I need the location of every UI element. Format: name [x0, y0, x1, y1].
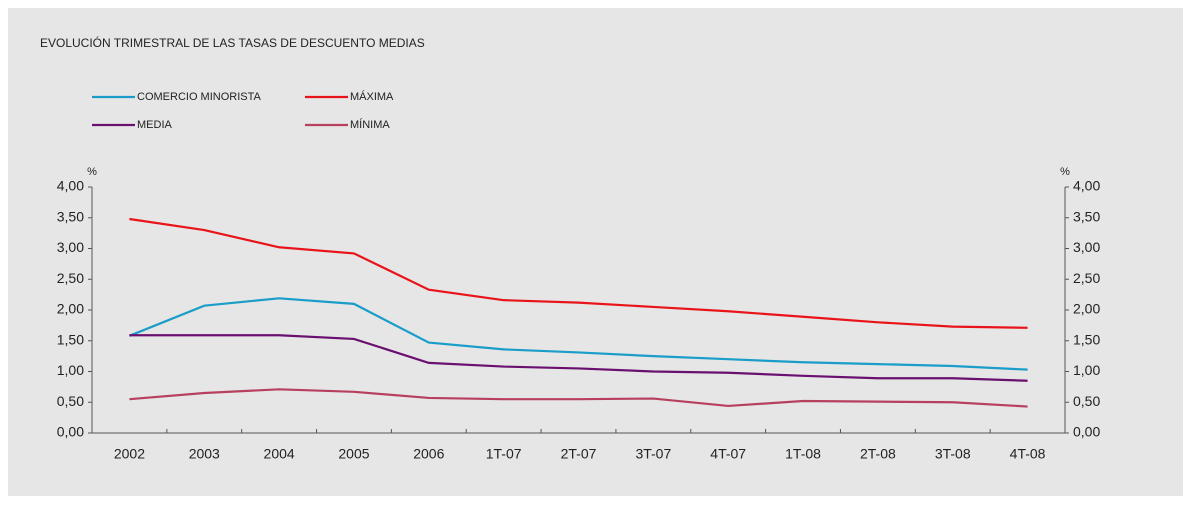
y-axis-label: %	[87, 166, 97, 178]
y-tick-label: 3,00	[57, 239, 84, 255]
x-tick-label: 2006	[413, 446, 444, 462]
y2-tick-label: 2,50	[1073, 270, 1100, 286]
x-tick-label: 2T-08	[860, 446, 896, 462]
y-tick-label: 4,00	[57, 178, 84, 194]
series-line	[129, 297, 1028, 371]
y2-axis-label: %	[1060, 166, 1070, 178]
y2-tick-label: 4,00	[1073, 178, 1100, 194]
x-tick-label: 3T-08	[935, 446, 971, 462]
x-tick-label: 4T-07	[710, 446, 746, 462]
y-tick-label: 2,00	[57, 301, 84, 317]
y-tick-label: 1,00	[57, 362, 84, 378]
y-tick-label: 0,00	[57, 424, 84, 440]
y2-tick-label: 2,00	[1073, 301, 1100, 317]
x-tick-label: 2002	[114, 446, 145, 462]
y2-tick-label: 1,50	[1073, 331, 1100, 347]
y2-tick-label: 0,50	[1073, 393, 1100, 409]
chart-title: EVOLUCIÓN TRIMESTRAL DE LAS TASAS DE DES…	[40, 35, 425, 50]
y-tick-label: 2,50	[57, 270, 84, 286]
y2-tick-label: 3,00	[1073, 239, 1100, 255]
x-tick-label: 1T-08	[785, 446, 821, 462]
y-tick-label: 0,50	[57, 393, 84, 409]
series-line	[129, 217, 1028, 329]
y-tick-label: 3,50	[57, 208, 84, 224]
legend-label: COMERCIO MINORISTA	[137, 91, 262, 103]
x-tick-label: 2004	[264, 446, 295, 462]
x-tick-label: 2003	[189, 446, 220, 462]
legend-label: MEDIA	[137, 119, 173, 131]
x-tick-label: 2T-07	[561, 446, 597, 462]
x-tick-label: 4T-08	[1010, 446, 1046, 462]
x-tick-label: 1T-07	[486, 446, 522, 462]
y-tick-label: 1,50	[57, 331, 84, 347]
background	[8, 8, 1183, 496]
series-line	[129, 388, 1028, 408]
y2-tick-label: 1,00	[1073, 362, 1100, 378]
y2-tick-label: 0,00	[1073, 424, 1100, 440]
x-tick-label: 2005	[338, 446, 369, 462]
series-line	[129, 334, 1028, 382]
legend-label: MÁXIMA	[350, 90, 394, 103]
legend-label: MÍNIMA	[350, 118, 390, 131]
y2-tick-label: 3,50	[1073, 208, 1100, 224]
x-tick-label: 3T-07	[635, 446, 671, 462]
